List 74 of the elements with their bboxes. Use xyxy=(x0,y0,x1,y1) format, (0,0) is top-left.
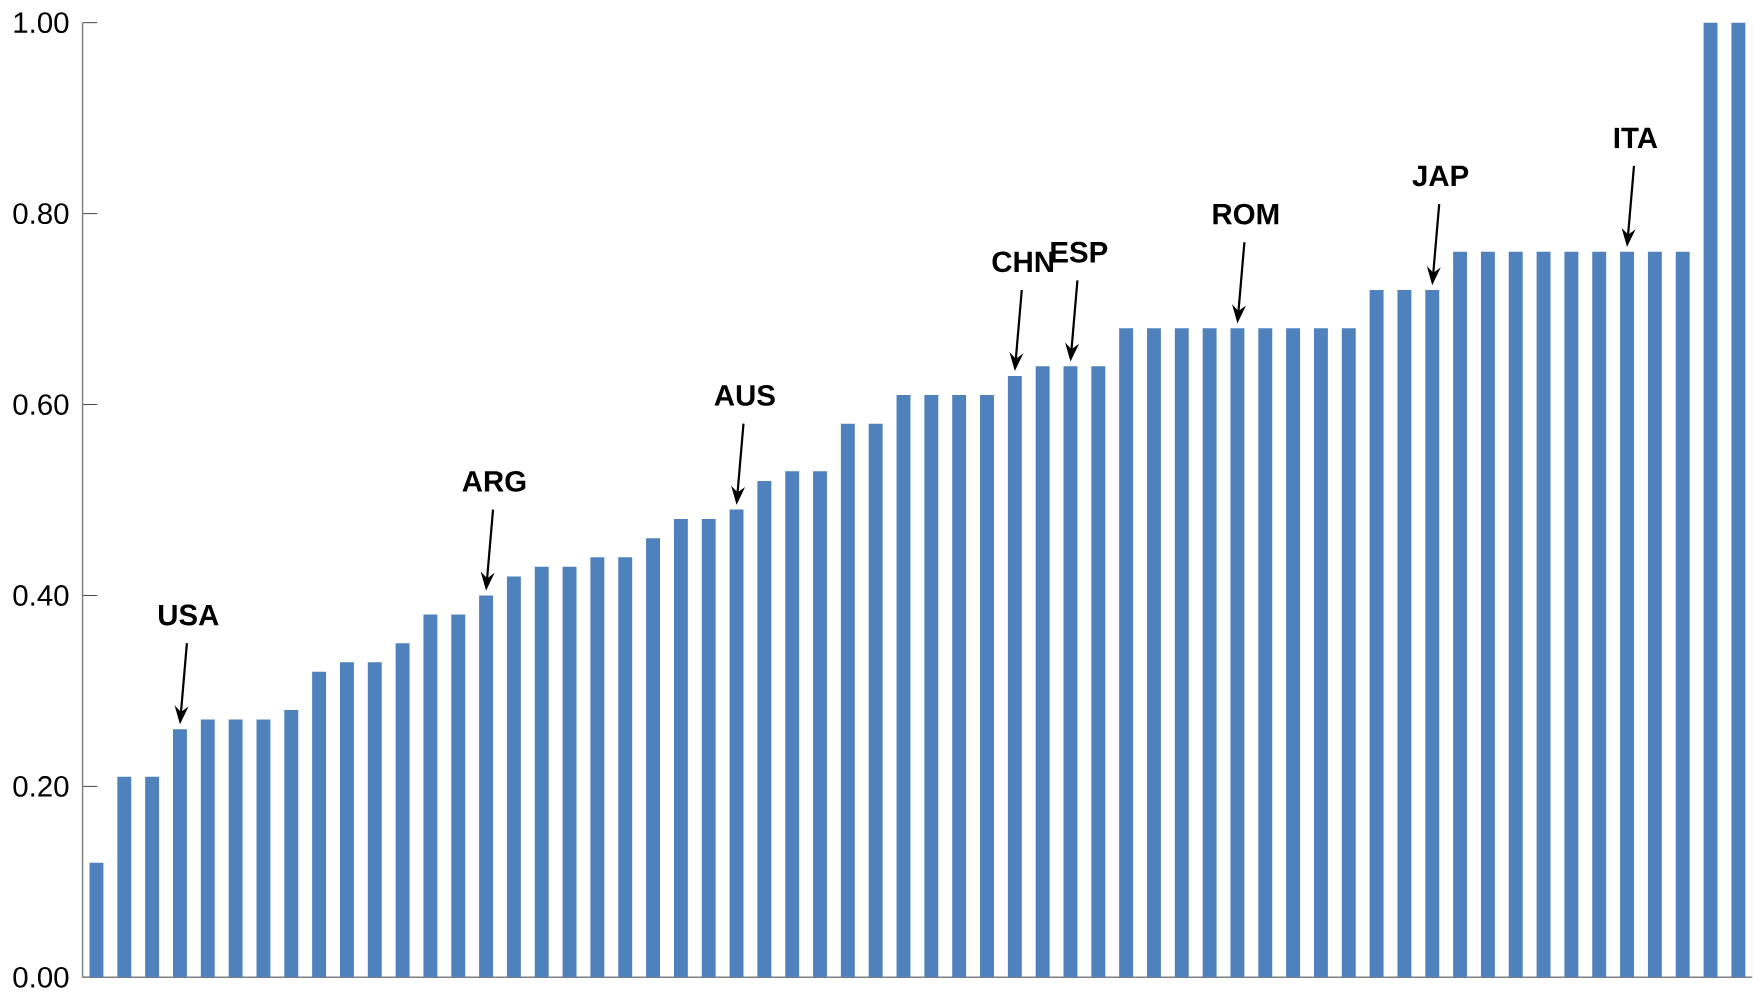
bar xyxy=(1425,290,1440,978)
bar xyxy=(840,423,855,978)
bar xyxy=(1007,376,1022,978)
bar xyxy=(256,719,271,978)
bar xyxy=(1453,251,1468,978)
y-tick-label: 0.40 xyxy=(13,585,69,607)
y-tick-label: 0.00 xyxy=(13,967,69,988)
bar xyxy=(618,557,633,978)
bar xyxy=(673,519,688,978)
bar xyxy=(1369,290,1384,978)
bar xyxy=(1508,251,1523,978)
bar xyxy=(896,395,911,978)
bar xyxy=(451,614,466,978)
bar xyxy=(479,595,494,978)
bar xyxy=(1536,251,1551,978)
annotation: ESP xyxy=(1051,242,1108,263)
bar xyxy=(562,567,577,978)
bar xyxy=(173,729,187,978)
bar xyxy=(729,509,744,978)
annotation: CHN xyxy=(992,251,1054,273)
bar xyxy=(339,662,354,978)
bar xyxy=(785,471,800,978)
bar xyxy=(1480,251,1495,978)
bar xyxy=(1564,251,1579,978)
annotation: ARG xyxy=(462,471,526,492)
bar xyxy=(312,672,327,978)
bar xyxy=(423,614,438,978)
annotation: AUS xyxy=(714,385,775,407)
y-tick-label: 0.80 xyxy=(13,203,69,225)
bar xyxy=(117,777,132,978)
annotation: ITA xyxy=(1614,128,1658,149)
bar xyxy=(1147,328,1161,978)
bar xyxy=(1174,328,1189,978)
bar xyxy=(952,395,967,978)
bar xyxy=(145,777,160,978)
bar xyxy=(1119,328,1134,978)
bar xyxy=(1592,251,1607,978)
bar xyxy=(590,557,605,978)
bar xyxy=(1035,366,1050,978)
annotation: JAP xyxy=(1412,165,1469,187)
bar xyxy=(228,719,243,978)
bar xyxy=(534,567,549,978)
bar xyxy=(1703,22,1718,978)
bar xyxy=(924,395,939,978)
bar xyxy=(646,538,660,978)
bar xyxy=(1313,328,1328,978)
bar xyxy=(395,643,410,978)
y-tick-label: 0.60 xyxy=(13,394,69,416)
bar xyxy=(367,662,382,978)
bar xyxy=(1397,290,1412,978)
bar xyxy=(1647,251,1662,978)
bar xyxy=(868,423,883,978)
y-tick-label: 0.20 xyxy=(13,776,69,798)
bar xyxy=(1286,328,1301,978)
bar xyxy=(1230,328,1245,978)
bar xyxy=(1258,328,1273,978)
bar xyxy=(1202,328,1217,978)
bar xyxy=(1091,366,1106,978)
bar xyxy=(1063,366,1078,978)
bar xyxy=(284,710,299,978)
bar xyxy=(1620,251,1634,978)
bar xyxy=(1341,328,1356,978)
y-tick-label: 1.00 xyxy=(14,12,69,34)
annotation: USA xyxy=(159,604,219,626)
bar xyxy=(980,395,994,978)
bar xyxy=(200,719,215,978)
bar xyxy=(89,862,104,978)
bar xyxy=(701,519,716,978)
bar xyxy=(757,481,772,978)
bar xyxy=(506,576,521,978)
annotation: ROM xyxy=(1213,203,1279,225)
bar xyxy=(1731,22,1746,978)
bar xyxy=(813,471,827,978)
bar xyxy=(1675,251,1690,978)
